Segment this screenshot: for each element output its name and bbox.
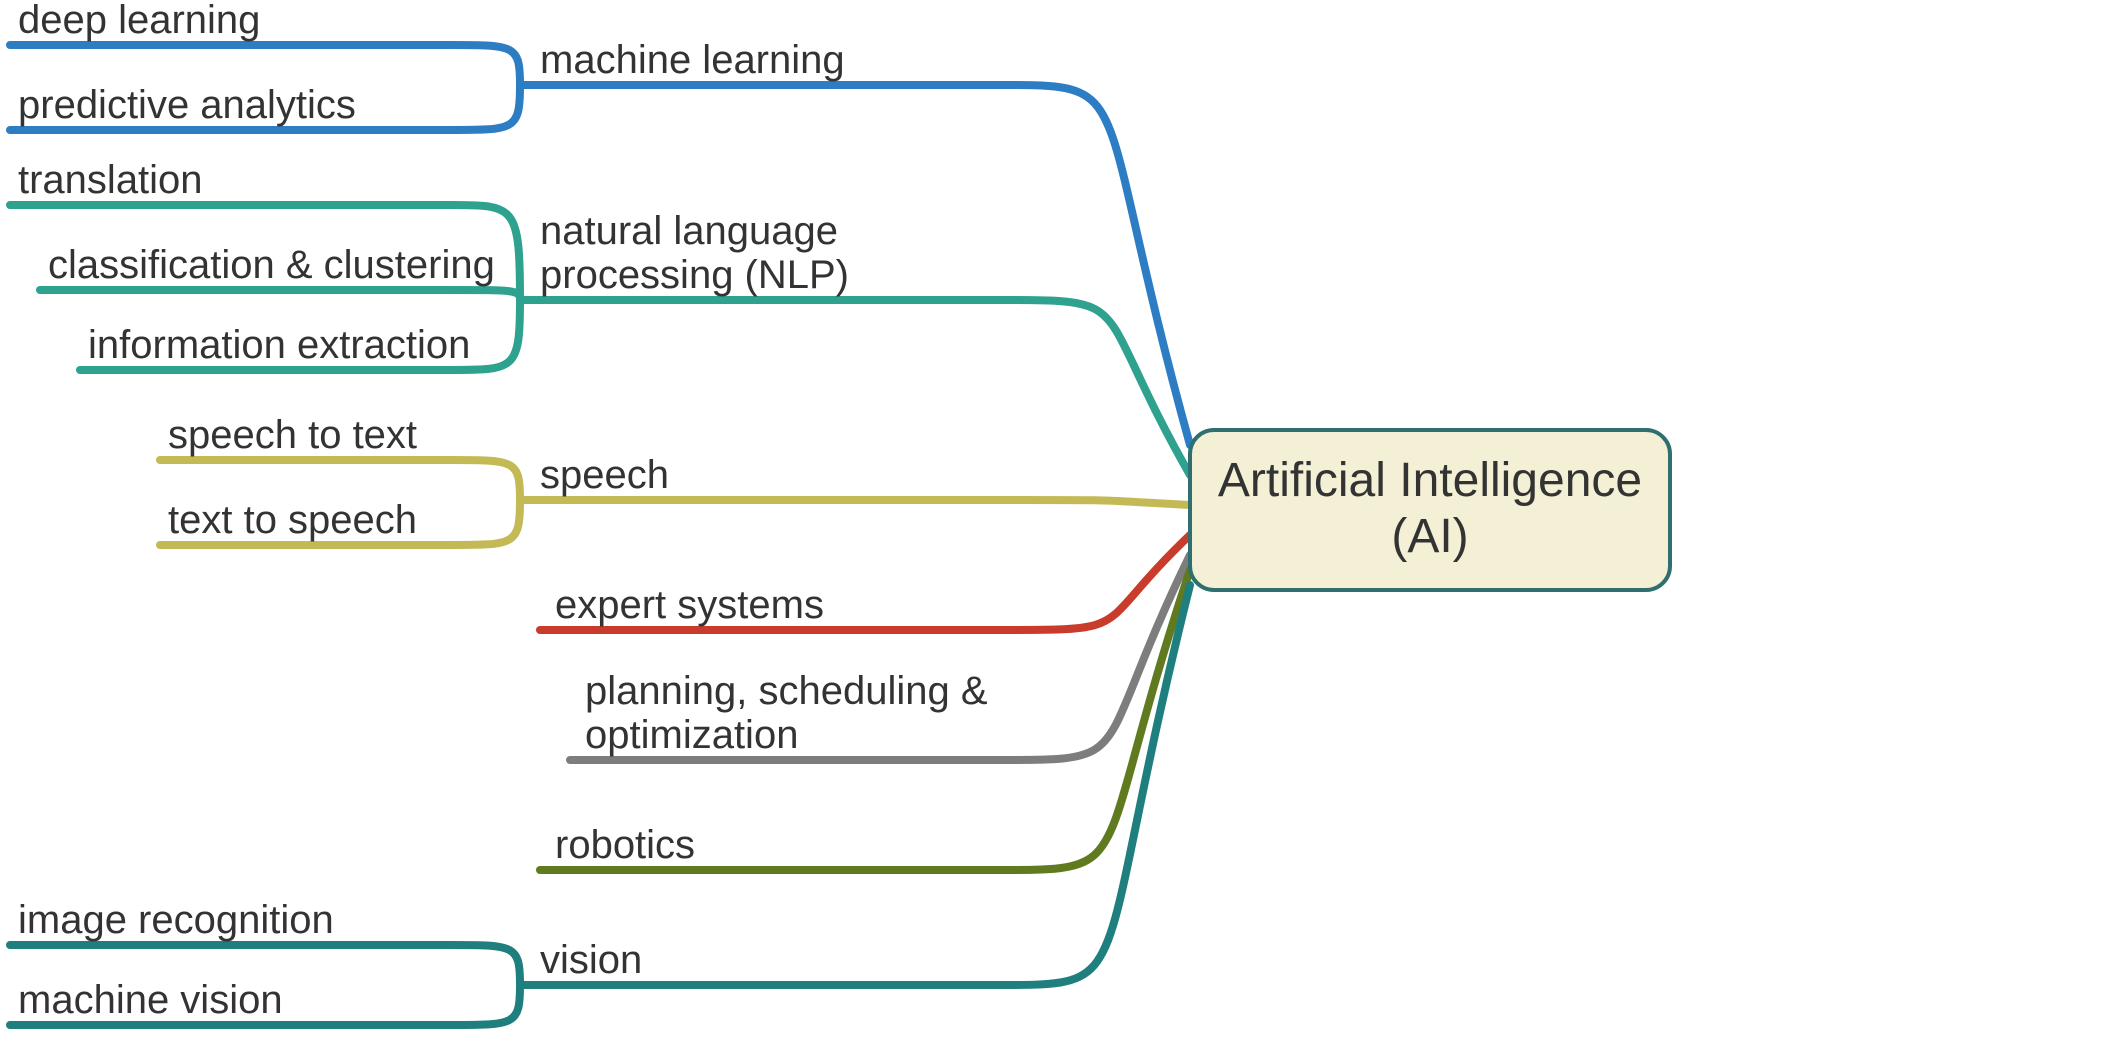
child-label-vision-1: machine vision bbox=[18, 978, 283, 1022]
child-label-nlp-0: translation bbox=[18, 158, 203, 202]
ai-mindmap: machine learning deep learning predictive … bbox=[0, 0, 2122, 1040]
branch-label-ml: machine learning bbox=[540, 38, 845, 82]
branch-label-nlp: processing (NLP) bbox=[540, 253, 849, 297]
branch-label-planning: optimization bbox=[585, 713, 798, 757]
branch-label-planning: planning, scheduling & bbox=[585, 669, 988, 713]
child-label-nlp-1: classification & clustering bbox=[48, 243, 495, 287]
child-label-speech-1: text to speech bbox=[168, 498, 417, 542]
child-label-nlp-2: information extraction bbox=[88, 323, 470, 367]
branch-label-speech: speech bbox=[540, 453, 669, 497]
branch-label-nlp: natural language bbox=[540, 209, 838, 253]
root-label-line1: Artificial Intelligence bbox=[1218, 454, 1642, 507]
branch-label-expert: expert systems bbox=[555, 583, 824, 627]
child-label-speech-0: speech to text bbox=[168, 413, 417, 457]
branch-label-robotics: robotics bbox=[555, 823, 695, 867]
child-label-ml-0: deep learning bbox=[18, 0, 260, 42]
child-label-vision-0: image recognition bbox=[18, 898, 334, 942]
root-label-line2: (AI) bbox=[1391, 510, 1468, 563]
branch-label-vision: vision bbox=[540, 938, 642, 982]
child-label-ml-1: predictive analytics bbox=[18, 83, 356, 127]
